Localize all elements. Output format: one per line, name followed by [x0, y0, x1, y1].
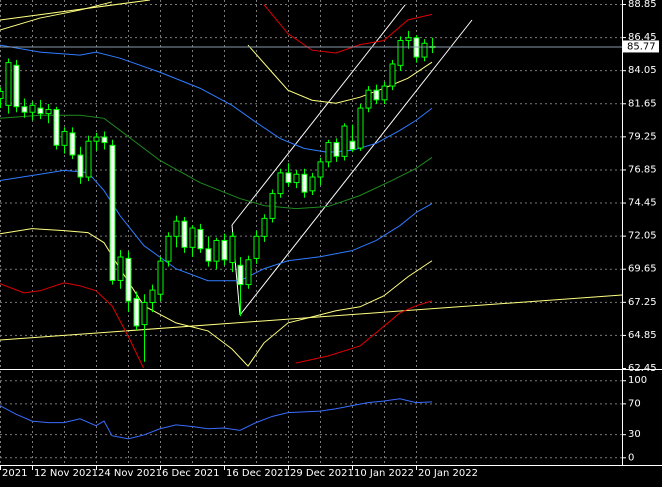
candle-body [301, 173, 308, 193]
candle-body [77, 154, 84, 178]
price-label: 85.77 [627, 41, 656, 52]
candle-body [5, 62, 12, 106]
candle-body [85, 140, 92, 178]
y-tick-label: 100 [628, 375, 647, 386]
candle-body [341, 125, 348, 157]
candle-body [213, 239, 220, 262]
candle-body [421, 42, 428, 58]
candle-body [229, 235, 236, 264]
candle-body [189, 227, 196, 248]
candle-body [45, 108, 52, 115]
y-tick-label: 70 [628, 398, 641, 409]
candle-body [141, 302, 148, 326]
y-tick-label: 76.85 [628, 164, 657, 175]
candle-body [69, 132, 76, 156]
candle-body [397, 40, 404, 66]
candle-body [125, 257, 132, 302]
candle-body [117, 256, 124, 281]
y-tick-label: 69.65 [628, 264, 657, 275]
candle-body [317, 161, 324, 178]
indicator-line [263, 4, 433, 54]
candle-body [333, 142, 340, 157]
candle-body [309, 176, 316, 192]
candle-body [0, 91, 4, 99]
x-tick-label: 16 Dec 2021 [226, 468, 290, 479]
candle-body [277, 172, 284, 195]
candle-body [325, 142, 332, 163]
candle-body [357, 107, 364, 149]
candle-body [173, 220, 180, 237]
candle-body [405, 37, 412, 42]
indicator-line [0, 282, 433, 368]
y-tick-label: 62.45 [628, 363, 657, 374]
candle-body [133, 297, 140, 327]
y-tick-label: 67.25 [628, 297, 657, 308]
indicator-line [0, 228, 433, 367]
candle-body [157, 260, 164, 295]
candle-body [29, 104, 36, 113]
candle-body [205, 248, 212, 262]
y-tick-label: 88.85 [628, 0, 657, 10]
candle-body [237, 264, 244, 286]
y-tick-label: 74.45 [628, 198, 657, 209]
y-tick-label: 72.05 [628, 231, 657, 242]
candle-body [37, 107, 44, 115]
candle-body [13, 64, 20, 108]
candle-body [269, 193, 276, 219]
channel-line [239, 19, 473, 316]
y-tick-label: 86.45 [628, 32, 657, 43]
candle-body [221, 239, 228, 261]
rsi-line [0, 398, 433, 440]
x-tick-label: 6 Dec 2021 [162, 468, 220, 479]
y-tick-label: 30 [628, 429, 641, 440]
candle-body [197, 228, 204, 250]
indicator-line [0, 44, 433, 153]
candle-body [165, 235, 172, 262]
candle-body [101, 136, 108, 144]
price-label-box [623, 40, 659, 53]
candle-body [365, 89, 372, 109]
candle-body [293, 173, 300, 184]
candle-body [261, 217, 268, 237]
trend-line [0, 0, 151, 21]
x-tick-label: 10 Jan 2022 [354, 468, 414, 479]
candle-body [21, 106, 28, 113]
y-tick-label: 84.05 [628, 65, 657, 76]
candle-body [181, 220, 188, 248]
candle-body [389, 63, 396, 87]
x-tick-label: 20 Jan 2022 [418, 468, 478, 479]
y-tick-label: 81.65 [628, 98, 657, 109]
indicator-line [0, 114, 433, 210]
indicator-line [0, 169, 433, 282]
candle-body [149, 289, 156, 304]
candle-body [373, 89, 380, 101]
candle-body [253, 235, 260, 259]
candle-body [381, 85, 388, 101]
candle-body [285, 172, 292, 184]
y-tick-label: 79.25 [628, 131, 657, 142]
y-tick-label: 64.85 [628, 330, 657, 341]
candle-body [109, 144, 116, 281]
y-tick-label: 0 [628, 452, 634, 463]
candle-body [53, 108, 60, 146]
x-tick-label: 24 Nov 2021 [98, 468, 162, 479]
x-tick-label: 12 Nov 2021 [34, 468, 98, 479]
indicator-line [0, 1, 433, 104]
candle-body [93, 136, 100, 142]
candle-body [61, 131, 68, 146]
x-tick-label: 29 Dec 2021 [290, 468, 354, 479]
candle-body [245, 259, 252, 286]
candle-body [349, 140, 356, 150]
x-tick-label: 2021 [2, 468, 27, 479]
